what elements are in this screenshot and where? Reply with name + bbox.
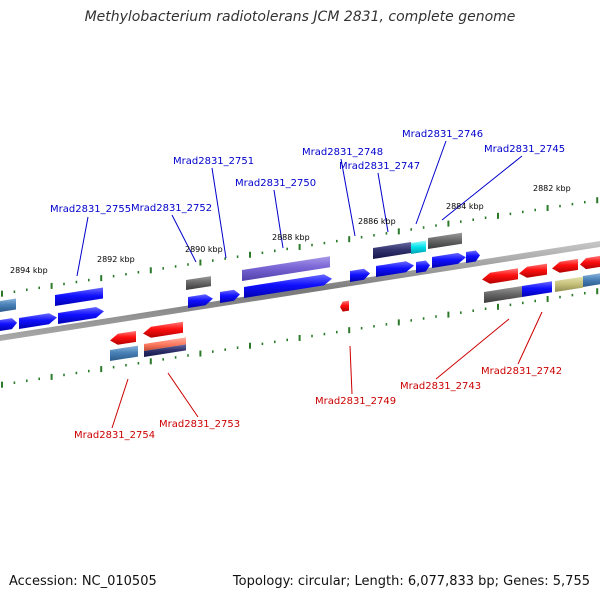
scale-label: 2888 kbp	[272, 233, 310, 242]
gene-mrad2831-2747	[373, 242, 411, 259]
gene-feature	[0, 318, 17, 331]
gene-label-mrad2831-2742: Mrad2831_2742	[481, 366, 562, 377]
gene-label-mrad2831-2746: Mrad2831_2746	[402, 129, 483, 140]
gene-feature	[583, 273, 600, 287]
gene-feature	[186, 276, 211, 290]
gene-label-mrad2831-2747: Mrad2831_2747	[339, 161, 420, 172]
scale-labels: 2894 kbp 2892 kbp 2890 kbp 2888 kbp 2886 kbp…	[10, 184, 571, 275]
gene-label-mrad2831-2754: Mrad2831_2754	[74, 430, 155, 441]
gene-mrad2831-2749	[340, 300, 349, 312]
label-leader-lines	[76, 140, 543, 429]
leader-line	[167, 372, 199, 418]
leader-line	[517, 311, 543, 365]
leader-line	[435, 318, 510, 380]
genome-backbone	[0, 241, 600, 341]
gene-feature	[416, 260, 430, 273]
gene-labels: Mrad2831_2755 Mrad2831_2752 Mrad2831_2751 M…	[50, 129, 565, 441]
gene-feature	[432, 252, 466, 268]
gene-mrad2831-2743	[482, 268, 518, 284]
scale-ticks-upper	[1, 197, 599, 297]
gene-mrad2831-2750	[242, 256, 330, 281]
leader-line	[273, 189, 284, 249]
scale-label: 2882 kbp	[533, 184, 571, 193]
gene-label-mrad2831-2743: Mrad2831_2743	[400, 381, 481, 392]
leader-line	[340, 158, 356, 237]
gene-feature	[244, 274, 332, 298]
gene-mrad2831-2753	[143, 321, 183, 338]
scale-label: 2884 kbp	[446, 202, 484, 211]
gene-feature	[519, 263, 547, 278]
gene-feature	[522, 281, 552, 297]
gene-feature	[144, 344, 186, 357]
leader-line	[76, 216, 89, 277]
leader-line	[377, 172, 389, 233]
gene-feature	[0, 298, 16, 312]
gene-feature	[144, 337, 186, 351]
gene-feature	[19, 313, 57, 329]
gene-mrad2831-2745	[428, 232, 462, 249]
gene-feature	[376, 261, 414, 277]
gene-mrad2831-2751	[220, 289, 240, 303]
gene-label-mrad2831-2751: Mrad2831_2751	[173, 156, 254, 167]
gene-feature	[466, 250, 480, 263]
gene-mrad2831-2748	[350, 268, 370, 282]
accession-text: Accession: NC_010505	[9, 574, 157, 589]
leader-line	[111, 378, 129, 429]
scale-label: 2894 kbp	[10, 266, 48, 275]
gene-label-mrad2831-2753: Mrad2831_2753	[159, 419, 240, 430]
gene-feature	[110, 345, 138, 361]
gene-label-mrad2831-2749: Mrad2831_2749	[315, 396, 396, 407]
gene-mrad2831-2746	[411, 240, 426, 254]
gene-feature	[580, 255, 600, 270]
leader-line	[211, 167, 227, 259]
leader-line	[349, 345, 353, 395]
gene-label-mrad2831-2752: Mrad2831_2752	[131, 203, 212, 214]
gene-label-mrad2831-2755: Mrad2831_2755	[50, 204, 131, 215]
scale-label: 2892 kbp	[97, 255, 135, 264]
leader-line	[415, 140, 447, 225]
scale-label: 2886 kbp	[358, 217, 396, 226]
map-title: Methylobacterium radiotolerans JCM 2831,…	[84, 9, 516, 25]
leader-line	[171, 214, 197, 263]
scale-ticks-lower	[1, 288, 599, 388]
gene-features	[0, 232, 600, 361]
gene-mrad2831-2752	[188, 294, 213, 308]
gene-label-mrad2831-2745: Mrad2831_2745	[484, 144, 565, 155]
genome-summary-text: Topology: circular; Length: 6,077,833 bp…	[232, 574, 590, 589]
scale-label: 2890 kbp	[185, 245, 223, 254]
gene-mrad2831-2755	[55, 287, 103, 306]
gene-feature	[555, 276, 583, 292]
gene-label-mrad2831-2750: Mrad2831_2750	[235, 178, 316, 189]
gene-mrad2831-2742	[552, 258, 578, 273]
gene-feature	[484, 286, 522, 303]
gene-mrad2831-2754	[110, 330, 136, 345]
gene-label-mrad2831-2748: Mrad2831_2748	[302, 147, 383, 158]
leader-line	[441, 155, 523, 221]
gene-feature	[58, 307, 104, 324]
